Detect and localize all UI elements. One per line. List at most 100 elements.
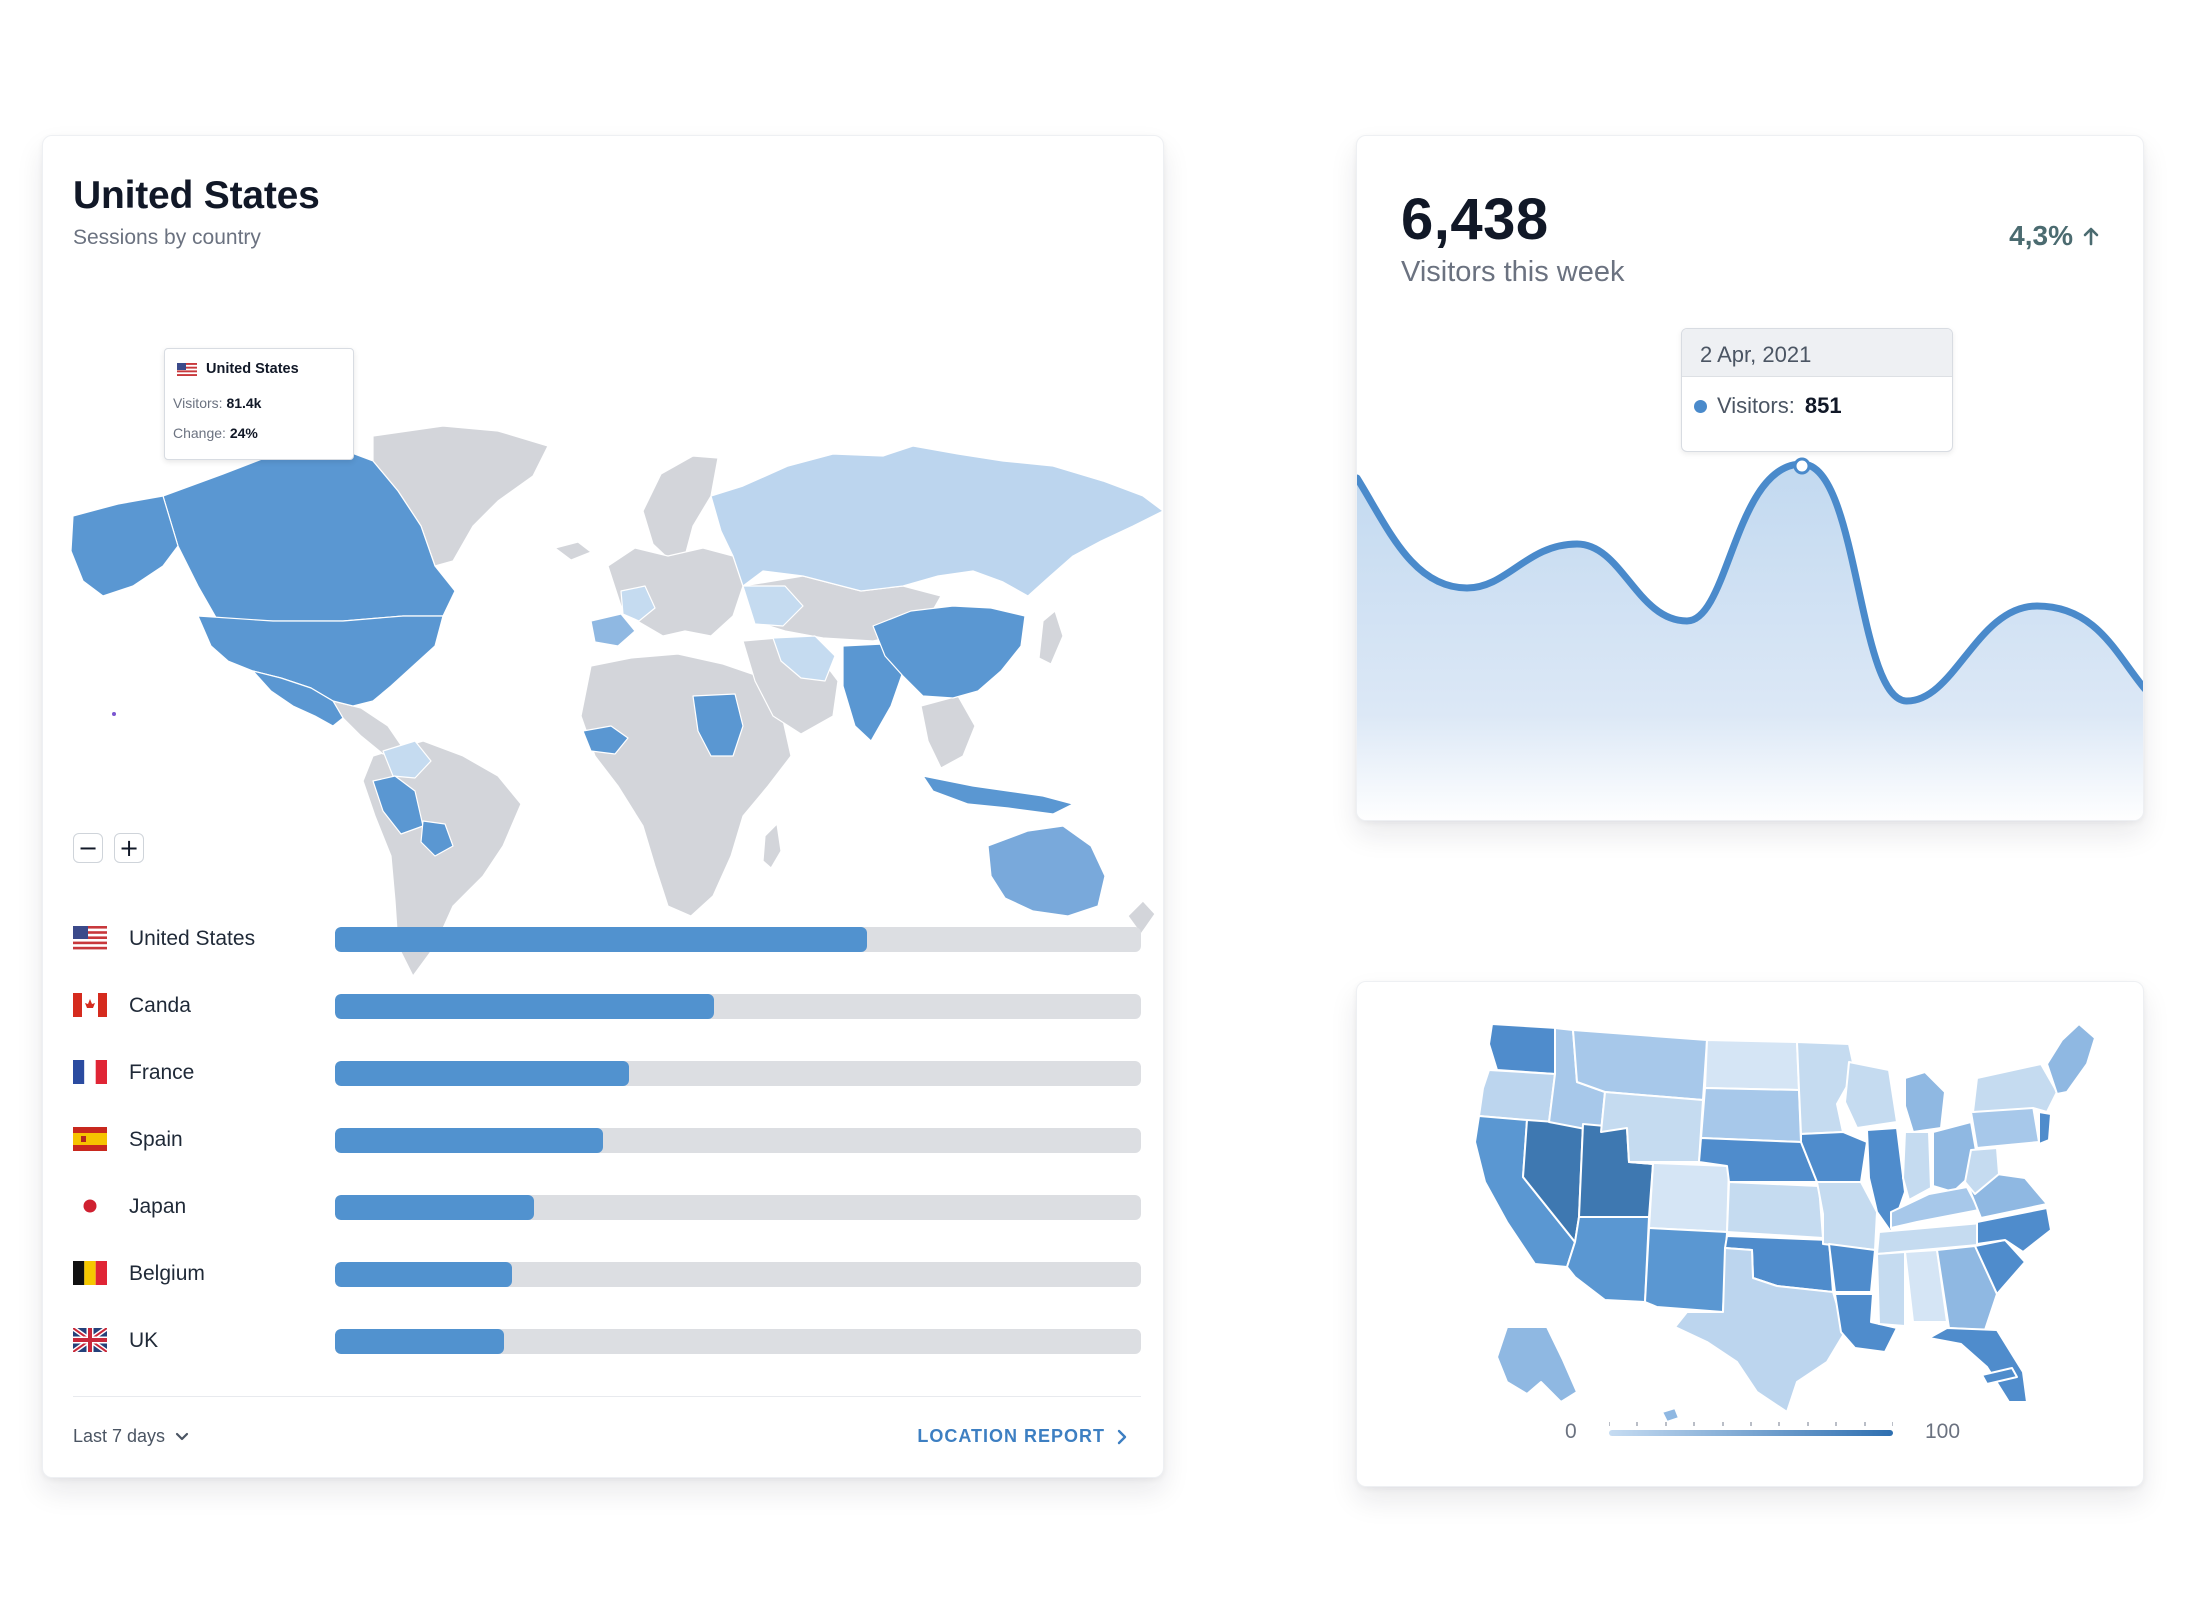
legend-min: 0 — [1565, 1420, 1577, 1443]
france-flag-icon — [73, 1060, 107, 1084]
map-region-indonesia — [922, 775, 1074, 815]
map-region-usa — [197, 615, 444, 707]
map-region-iran — [772, 635, 836, 682]
country-name: UK — [129, 1329, 159, 1352]
state-new-york — [1972, 1063, 2058, 1113]
chart-tooltip-date: 2 Apr, 2021 — [1682, 329, 1952, 377]
sessions-by-country-card: United States Sessions by country — [42, 135, 1164, 1478]
map-region-iceland — [554, 541, 592, 561]
map-region-west-africa — [582, 725, 629, 755]
us-flag-icon — [73, 926, 107, 950]
country-bar-track — [335, 994, 1141, 1019]
map-tooltip-change: Change: 24% — [173, 425, 258, 441]
state-florida — [1928, 1327, 2028, 1403]
map-region-france — [620, 585, 656, 622]
map-region-mexico — [252, 670, 344, 727]
uk-flag-icon — [73, 1328, 107, 1352]
spain-flag-icon — [73, 1127, 107, 1151]
belgium-flag-icon — [73, 1261, 107, 1285]
map-region-alaska — [70, 495, 179, 597]
legend-gradient-bar — [1609, 1430, 1893, 1436]
country-row[interactable]: Spain — [73, 1122, 1141, 1189]
chart-tooltip: 2 Apr, 2021 Visitors: 851 — [1681, 328, 1953, 452]
chevron-down-icon — [175, 1432, 189, 1440]
country-bar-track — [335, 1195, 1141, 1220]
legend-ticks — [1609, 1422, 1893, 1426]
country-bar-track — [335, 1262, 1141, 1287]
visitors-card: 6,438 Visitors this week 4,3% 2 Apr, 202… — [1356, 135, 2144, 821]
state-missouri — [1816, 1181, 1878, 1251]
state-north-dakota — [1704, 1039, 1800, 1091]
country-row[interactable]: United States — [73, 921, 1141, 988]
country-name: Japan — [129, 1195, 187, 1218]
map-region-russia — [710, 445, 1163, 597]
country-bar-fill — [335, 1262, 513, 1287]
period-label: Last 7 days — [73, 1426, 166, 1446]
card-subtitle: Sessions by country — [73, 226, 261, 249]
state-mississippi — [1876, 1251, 1906, 1327]
map-tooltip-header: United States — [177, 361, 299, 377]
footer-divider — [73, 1396, 1141, 1397]
state-north-carolina — [1976, 1207, 2052, 1253]
series-dot-icon — [1694, 399, 1707, 413]
state-minnesota — [1796, 1041, 1856, 1135]
map-region-madagascar — [762, 823, 782, 869]
canada-flag-icon — [73, 993, 107, 1017]
map-tooltip: United States Visitors: 81.4k Change: 24… — [164, 348, 354, 460]
state-wisconsin — [1844, 1061, 1898, 1129]
country-row[interactable]: Japan — [73, 1189, 1141, 1256]
zoom-out-button[interactable]: − — [73, 833, 103, 863]
state-south-dakota — [1700, 1087, 1802, 1143]
country-name: Spain — [129, 1128, 183, 1151]
map-region-australia — [987, 825, 1106, 917]
state-arizona — [1566, 1216, 1650, 1303]
map-marker-hawaii — [112, 712, 116, 716]
us-choropleth-map[interactable] — [1357, 982, 2144, 1487]
visitors-change-badge: 4,3% — [2009, 220, 2099, 252]
map-tooltip-change-value: 24% — [229, 425, 258, 441]
world-map[interactable] — [43, 286, 1164, 976]
state-west-virginia — [1964, 1147, 2000, 1195]
us-flag-icon — [177, 362, 197, 376]
map-region-colombia — [382, 740, 432, 779]
country-bar-fill — [335, 1128, 604, 1153]
visitors-line-chart[interactable] — [1357, 136, 2144, 821]
territory-puerto-rico — [1981, 1367, 2018, 1385]
country-bar-track — [335, 1329, 1141, 1354]
country-row[interactable]: Canda — [73, 988, 1141, 1055]
state-louisiana — [1834, 1293, 1898, 1353]
arrow-up-icon — [2083, 227, 2099, 246]
state-new-mexico — [1644, 1227, 1728, 1313]
country-bar-fill — [335, 994, 714, 1019]
map-region-scandinavia — [642, 455, 719, 562]
map-region-sudan — [692, 693, 744, 757]
state-washington — [1488, 1023, 1558, 1075]
map-region-spain — [590, 613, 636, 647]
country-bar-fill — [335, 927, 867, 952]
us-map-card: 0 100 — [1356, 981, 2144, 1487]
country-row[interactable]: Belgium — [73, 1256, 1141, 1323]
state-arkansas — [1828, 1243, 1876, 1293]
country-bar-fill — [335, 1195, 535, 1220]
map-region-africa — [580, 653, 792, 917]
state-hawaii — [1661, 1407, 1680, 1423]
country-row[interactable]: France — [73, 1055, 1141, 1122]
location-report-label: LOCATION REPORT — [917, 1426, 1105, 1446]
state-indiana — [1902, 1131, 1932, 1201]
zoom-in-button[interactable]: + — [114, 833, 144, 863]
country-name: France — [129, 1061, 195, 1084]
chevron-right-icon — [1117, 1429, 1127, 1444]
location-report-link[interactable]: LOCATION REPORT — [917, 1426, 1127, 1447]
map-region-se-asia — [920, 695, 976, 769]
period-dropdown[interactable]: Last 7 days — [73, 1426, 189, 1447]
japan-flag-icon — [73, 1194, 107, 1218]
card-title: United States — [73, 174, 320, 217]
chart-tooltip-series-value: 851 — [1804, 393, 1842, 418]
country-row[interactable]: UK — [73, 1323, 1141, 1390]
country-bar-fill — [335, 1061, 630, 1086]
state-michigan — [1904, 1071, 1946, 1133]
country-name: Belgium — [129, 1262, 205, 1285]
visitors-peak-marker — [1793, 457, 1811, 475]
map-region-central-america — [332, 700, 404, 755]
country-list: United States Canda France Spain Japan Belgiu… — [73, 921, 1141, 1390]
